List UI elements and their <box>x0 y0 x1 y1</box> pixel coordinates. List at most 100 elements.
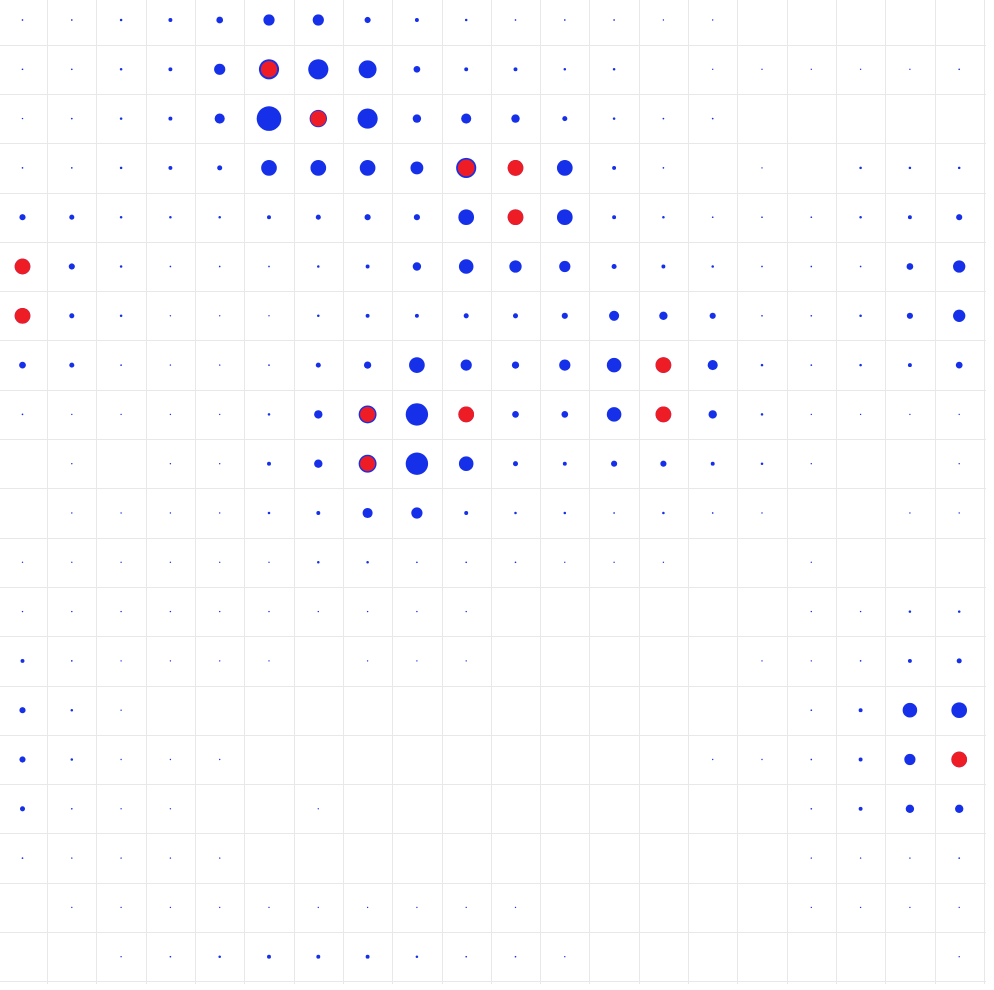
data-point <box>564 561 566 563</box>
data-point <box>21 857 24 859</box>
data-point <box>760 363 764 367</box>
data-point <box>120 561 122 563</box>
data-point <box>21 610 24 613</box>
data-point <box>267 511 271 515</box>
data-point <box>761 660 763 662</box>
data-point <box>810 265 813 268</box>
highlight-point <box>310 110 327 127</box>
data-point <box>556 160 573 176</box>
data-point <box>317 265 320 268</box>
data-point <box>563 19 566 21</box>
data-point <box>410 161 424 175</box>
data-point <box>659 311 668 320</box>
data-point <box>358 60 377 79</box>
data-point <box>366 906 369 909</box>
data-point <box>214 113 225 124</box>
data-point <box>810 463 812 465</box>
data-point <box>512 411 519 418</box>
data-point <box>859 68 862 71</box>
data-point <box>711 512 714 514</box>
data-point <box>69 313 75 319</box>
data-point <box>712 19 714 21</box>
data-point <box>168 18 173 22</box>
data-point <box>71 610 73 613</box>
data-point <box>267 461 271 466</box>
data-point <box>612 117 616 120</box>
data-point <box>364 214 371 221</box>
data-point <box>511 114 520 123</box>
data-point <box>70 758 74 761</box>
data-point <box>312 14 324 26</box>
data-point <box>268 561 270 563</box>
data-point <box>411 507 423 519</box>
data-point <box>70 117 73 120</box>
data-point <box>218 215 221 219</box>
data-point <box>509 260 522 273</box>
data-point <box>68 263 75 270</box>
data-point <box>317 610 319 613</box>
data-point <box>905 804 915 813</box>
data-point <box>119 68 123 71</box>
data-point <box>613 561 615 563</box>
data-point <box>612 165 617 170</box>
highlight-point <box>360 406 376 422</box>
data-point <box>71 512 73 514</box>
highlight-point <box>655 406 672 423</box>
data-point <box>907 658 912 663</box>
data-point <box>561 411 569 418</box>
data-point <box>21 19 24 21</box>
data-point <box>70 19 73 21</box>
data-point <box>761 265 763 268</box>
data-point <box>761 216 763 219</box>
data-point <box>953 309 966 322</box>
data-point <box>761 512 763 514</box>
data-point <box>219 906 221 909</box>
data-point <box>169 413 172 416</box>
data-point <box>958 857 961 859</box>
data-point <box>465 561 468 564</box>
data-point <box>21 68 24 71</box>
data-point <box>858 806 863 811</box>
data-point <box>458 259 474 274</box>
data-point <box>120 413 122 416</box>
data-point <box>907 363 912 368</box>
data-point <box>169 955 172 958</box>
highlight-point <box>14 307 31 324</box>
data-point <box>119 265 123 268</box>
data-point <box>810 561 812 563</box>
data-point <box>169 315 172 317</box>
data-point <box>119 215 123 219</box>
data-point <box>761 167 763 169</box>
data-point <box>858 757 863 762</box>
data-point <box>611 263 617 270</box>
data-point <box>810 610 812 613</box>
data-point <box>559 260 571 273</box>
data-point <box>810 709 813 712</box>
data-point <box>169 512 172 514</box>
data-point <box>71 413 73 416</box>
data-point <box>660 460 667 467</box>
data-point <box>119 117 123 120</box>
data-point <box>169 857 172 859</box>
data-point <box>957 166 961 170</box>
data-point <box>909 857 911 859</box>
data-point <box>858 708 863 713</box>
data-point <box>958 906 960 909</box>
data-point <box>606 407 622 422</box>
data-point <box>909 512 911 514</box>
data-point <box>904 753 916 766</box>
data-point <box>120 364 122 366</box>
data-point <box>458 209 475 226</box>
data-point <box>465 660 467 662</box>
data-point <box>169 808 172 810</box>
data-point <box>810 660 812 662</box>
data-point <box>69 214 75 220</box>
data-point <box>511 361 520 369</box>
highlight-point <box>458 406 475 423</box>
data-point <box>19 756 26 763</box>
data-point <box>365 954 370 959</box>
data-point <box>120 709 122 711</box>
data-point <box>362 507 373 519</box>
